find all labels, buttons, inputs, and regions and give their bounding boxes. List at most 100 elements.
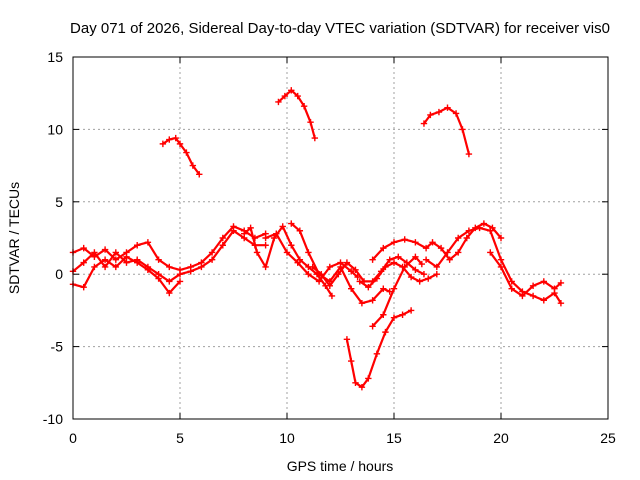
y-tick-label: -5: [51, 339, 64, 355]
data-point: [452, 110, 460, 117]
data-point: [311, 134, 319, 142]
data-point: [365, 284, 372, 291]
data-point: [155, 256, 162, 263]
data-point: [262, 234, 269, 242]
data-point: [176, 278, 184, 285]
data-point: [305, 271, 312, 278]
series-line: [489, 251, 563, 297]
data-point: [463, 234, 470, 242]
data-point: [294, 92, 301, 100]
x-tick-label: 20: [493, 430, 509, 446]
data-point: [91, 263, 98, 271]
data-point: [159, 140, 167, 148]
data-point: [134, 242, 141, 249]
series-line: [425, 226, 563, 305]
series-line: [358, 261, 438, 289]
data-point: [401, 236, 408, 243]
data-point: [294, 259, 301, 266]
data-point: [91, 249, 98, 256]
data-point: [444, 249, 451, 256]
data-point: [176, 271, 184, 278]
data-point: [399, 311, 406, 318]
data-point: [429, 239, 436, 246]
data-point: [273, 230, 280, 237]
data-point: [326, 282, 333, 289]
data-point: [348, 357, 355, 365]
data-point: [380, 285, 387, 292]
data-point: [166, 263, 173, 271]
data-point: [382, 328, 389, 336]
data-point: [112, 249, 119, 256]
data-point: [508, 285, 515, 292]
series-arc-3: [420, 104, 473, 158]
x-tick-label: 10: [279, 430, 295, 446]
data-point: [318, 271, 325, 278]
data-point: [540, 278, 547, 285]
data-point: [369, 323, 376, 330]
data-point: [208, 256, 216, 263]
data-point: [166, 289, 173, 297]
data-point: [407, 273, 415, 281]
data-point: [420, 120, 428, 127]
data-point: [309, 263, 316, 271]
series-line: [264, 232, 359, 283]
data-point: [365, 375, 372, 382]
data-point: [412, 253, 419, 261]
data-point: [455, 234, 462, 242]
y-tick-label: 5: [55, 194, 63, 210]
data-point: [480, 220, 488, 227]
data-point: [219, 234, 226, 242]
data-point: [435, 108, 443, 116]
data-point: [144, 266, 152, 274]
data-point: [459, 126, 466, 133]
data-point: [305, 249, 312, 256]
data-point: [279, 223, 286, 230]
data-point: [352, 379, 359, 386]
data-point: [275, 98, 282, 106]
data-point: [358, 299, 366, 307]
plot-frame: [72, 56, 609, 420]
data-point: [101, 256, 109, 263]
data-point: [101, 246, 109, 253]
data-point: [497, 256, 505, 263]
data-point: [315, 278, 323, 285]
data-point: [335, 271, 342, 278]
data-point: [497, 234, 505, 242]
data-point: [356, 278, 363, 285]
data-point: [373, 275, 381, 282]
data-point: [401, 263, 408, 271]
x-tick-label: 0: [69, 430, 77, 446]
data-point: [519, 292, 526, 300]
data-point: [198, 263, 205, 271]
series-arc-4: [69, 223, 269, 274]
data-point: [262, 263, 269, 271]
data-point: [101, 263, 109, 271]
series-line: [277, 89, 316, 140]
data-point: [189, 162, 197, 169]
series-line: [371, 255, 423, 328]
data-point: [557, 299, 565, 307]
data-point: [307, 118, 314, 126]
x-tick-label: 15: [386, 430, 402, 446]
series-line: [311, 255, 426, 287]
data-point: [281, 92, 289, 100]
data-point: [348, 285, 355, 292]
data-point: [487, 249, 494, 256]
y-tick-label: 0: [55, 266, 63, 282]
data-point: [262, 242, 269, 249]
data-point: [433, 271, 440, 278]
data-point: [497, 263, 505, 271]
data-point: [155, 275, 162, 282]
data-point: [420, 271, 428, 278]
data-point: [352, 266, 359, 274]
data-point: [253, 249, 261, 256]
data-point: [288, 220, 295, 227]
data-point: [390, 285, 398, 292]
data-point: [390, 259, 398, 266]
data-point: [166, 136, 173, 143]
data-point: [80, 284, 87, 291]
data-point: [247, 224, 254, 232]
data-point: [172, 134, 179, 142]
x-axis-label: GPS time / hours: [287, 458, 394, 474]
